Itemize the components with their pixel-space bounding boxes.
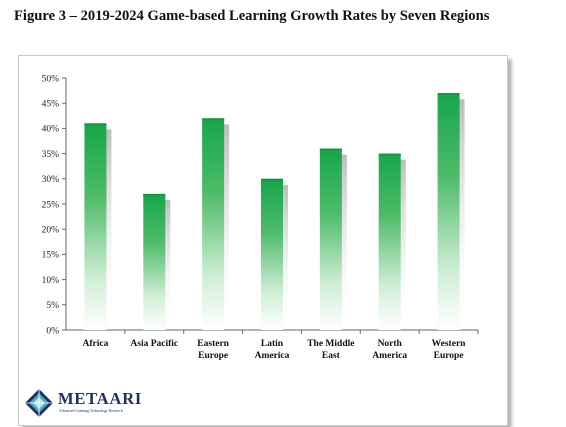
bar [319, 148, 342, 330]
bar [84, 123, 107, 330]
bar [261, 178, 283, 330]
x-category-label: Africa [82, 339, 108, 349]
y-tick-label: 5% [46, 301, 59, 311]
bar [378, 153, 401, 330]
x-category-label: Asia Pacific [130, 339, 178, 349]
diamond-logo-icon [25, 389, 53, 417]
axes: 0% 5% 10% 15% 20% 25% 30% 35% 40% 45% 50% [42, 74, 479, 336]
bar-top [143, 193, 166, 197]
y-tick-label: 35% [42, 150, 60, 160]
x-category-label: North America [372, 339, 407, 361]
x-category-label: Latin America [255, 339, 290, 361]
x-category-label: Western Europe [432, 339, 466, 361]
x-category-label: Eastern Europe [197, 339, 229, 361]
figure-title: Figure 3 – 2019-2024 Game-based Learning… [14, 8, 490, 24]
y-tick-label: 15% [42, 251, 60, 261]
bar-top [261, 178, 283, 182]
bars [84, 93, 465, 331]
x-category-label: The Middle East [307, 339, 354, 361]
bar [437, 93, 460, 331]
y-tick-label: 50% [42, 74, 60, 84]
y-tick-label: 30% [42, 175, 60, 185]
y-tick-label: 25% [42, 200, 60, 210]
labels: Africa Asia Pacific Eastern Europe Latin Amer… [82, 339, 466, 361]
metaari-logo: METAARI Advanced Learning Technology Res… [24, 386, 184, 422]
bar-top [378, 153, 401, 157]
bar-top [202, 118, 225, 122]
bar-top [319, 148, 342, 152]
y-tick-label: 40% [42, 125, 60, 135]
bar [143, 193, 166, 330]
logo-tagline: Advanced Learning Technology Research [59, 409, 123, 413]
y-tick-label: 10% [42, 276, 60, 286]
y-tick-label: 20% [42, 226, 60, 236]
logo-name: METAARI [58, 389, 143, 408]
bar [202, 118, 225, 330]
y-tick-label: 45% [42, 100, 60, 110]
bar-top [84, 123, 107, 127]
bar-top [437, 93, 460, 97]
y-tick-label: 0% [46, 326, 59, 336]
